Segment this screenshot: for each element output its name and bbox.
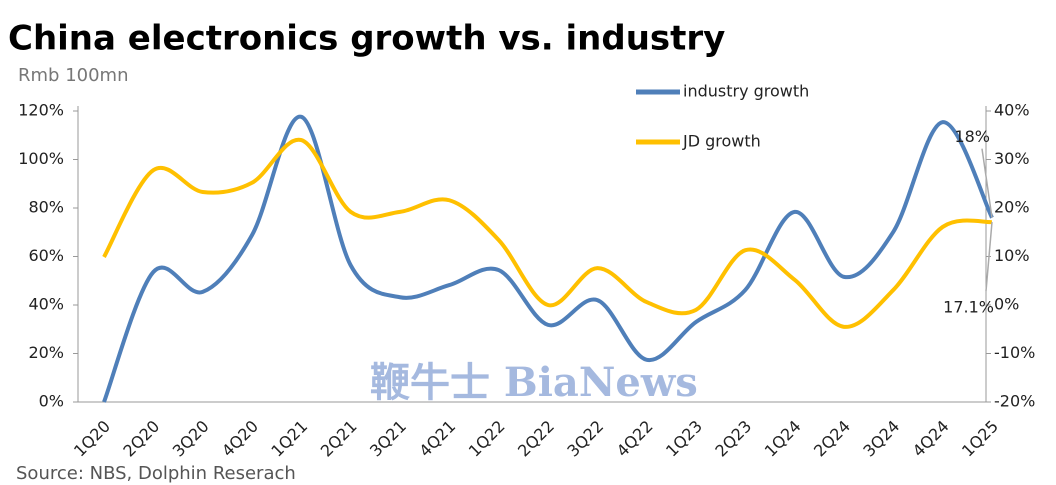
x-tick-label: 3Q22 bbox=[563, 417, 607, 461]
x-tick-label: 3Q24 bbox=[859, 417, 903, 461]
y2-tick-label: -10% bbox=[994, 343, 1035, 362]
source: Source: NBS, Dolphin Reserach bbox=[16, 463, 296, 484]
subtitle: Rmb 100mn bbox=[18, 65, 129, 86]
legend-label: industry growth bbox=[683, 82, 809, 101]
x-tick-label: 2Q24 bbox=[810, 417, 854, 461]
x-tick-label: 3Q21 bbox=[366, 417, 410, 461]
x-tick-label: 2Q23 bbox=[711, 417, 755, 461]
y2-tick-label: 20% bbox=[994, 198, 1030, 217]
y-tick-label: 20% bbox=[28, 343, 64, 362]
watermark: 鞭牛士 BiaNews bbox=[370, 359, 698, 406]
annotation: 17.1% bbox=[943, 298, 994, 317]
y-tick-label: 80% bbox=[28, 198, 64, 217]
series-line bbox=[102, 138, 993, 329]
x-tick-label: 4Q22 bbox=[613, 417, 657, 461]
x-tick-label: 2Q20 bbox=[119, 417, 163, 461]
x-tick-label: 1Q24 bbox=[761, 417, 805, 461]
annotation-leader bbox=[985, 222, 993, 292]
x-tick-label: 4Q21 bbox=[415, 417, 459, 461]
annotation-leader bbox=[981, 148, 993, 218]
y2-tick-label: 30% bbox=[994, 149, 1030, 168]
x-tick-label: 3Q20 bbox=[169, 417, 213, 461]
y2-tick-label: 40% bbox=[994, 101, 1030, 120]
x-tick-label: 4Q20 bbox=[218, 417, 262, 461]
x-tick-label: 2Q22 bbox=[514, 417, 558, 461]
y2-tick-label: 10% bbox=[994, 246, 1030, 265]
y-tick-label: 120% bbox=[18, 101, 64, 120]
x-tick-label: 1Q21 bbox=[267, 417, 311, 461]
legend-label: JD growth bbox=[682, 132, 761, 151]
y2-tick-label: -20% bbox=[994, 392, 1035, 411]
x-tick-label: 4Q24 bbox=[909, 417, 953, 461]
y-tick-label: 60% bbox=[28, 246, 64, 265]
x-tick-label: 1Q25 bbox=[958, 417, 1002, 461]
annotation: 18% bbox=[954, 127, 990, 146]
x-tick-label: 1Q23 bbox=[662, 417, 706, 461]
y-tick-label: 0% bbox=[39, 392, 64, 411]
x-tick-label: 2Q21 bbox=[317, 417, 361, 461]
x-tick-label: 1Q22 bbox=[465, 417, 509, 461]
y-tick-label: 40% bbox=[28, 295, 64, 314]
chart-title: China electronics growth vs. industry bbox=[8, 19, 725, 59]
x-tick-label: 1Q20 bbox=[70, 417, 114, 461]
series-line bbox=[102, 114, 994, 403]
y2-tick-label: 0% bbox=[994, 295, 1019, 314]
y-tick-label: 100% bbox=[18, 149, 64, 168]
